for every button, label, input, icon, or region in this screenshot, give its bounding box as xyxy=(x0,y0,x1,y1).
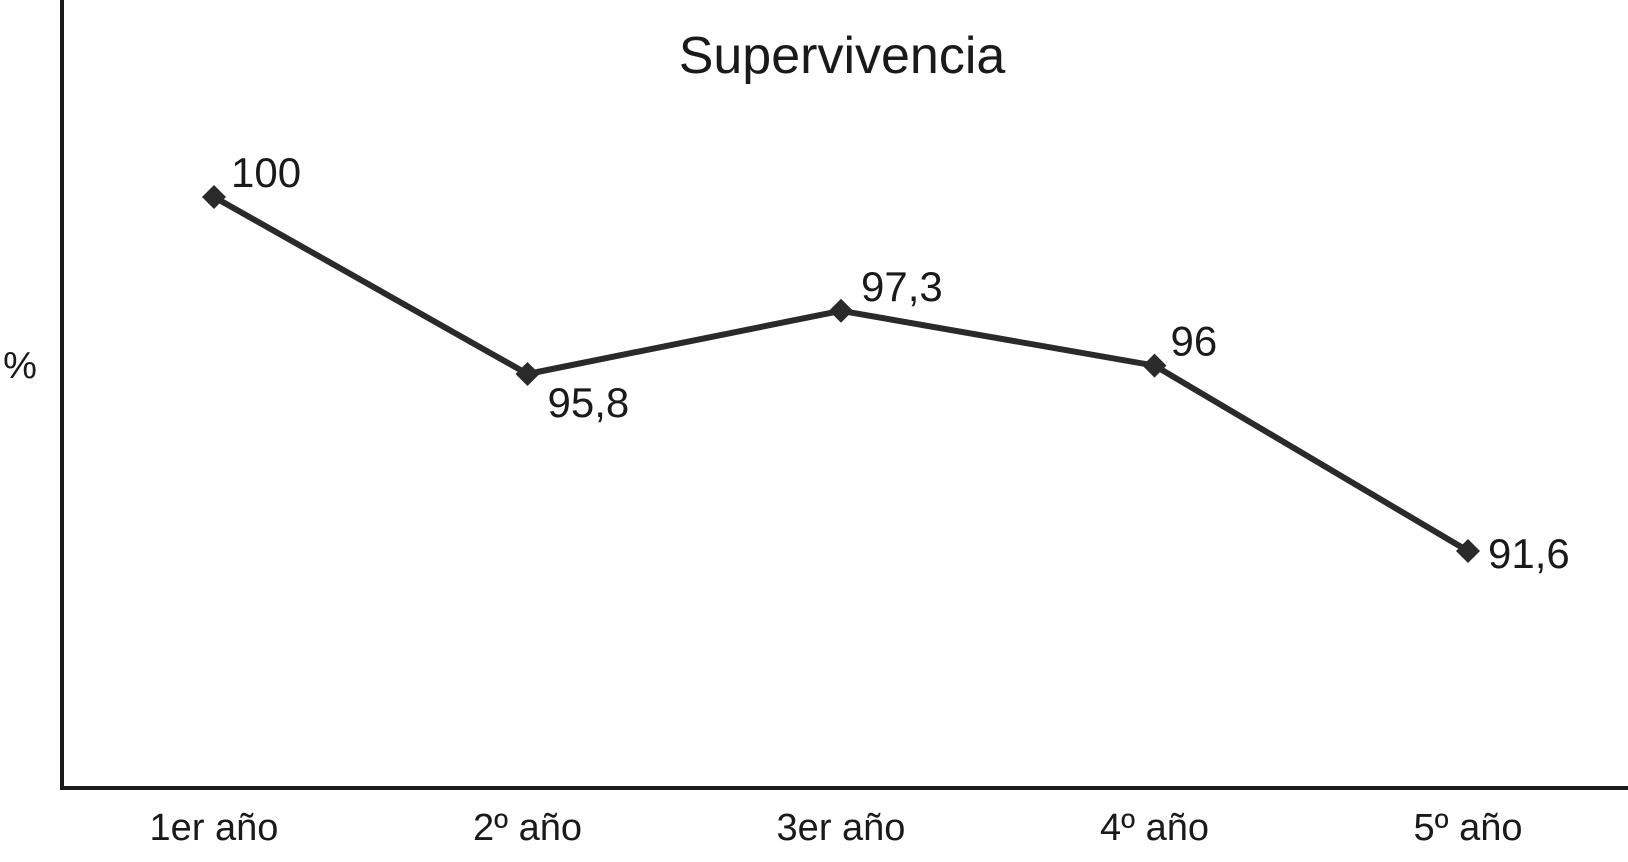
data-point-marker xyxy=(202,185,226,209)
data-label: 96 xyxy=(1171,318,1218,365)
data-point-marker xyxy=(1142,353,1167,378)
x-tick-label: 5º año xyxy=(1414,807,1523,849)
data-label: 100 xyxy=(231,149,301,196)
data-label: 91,6 xyxy=(1488,530,1570,577)
x-tick-label: 4º año xyxy=(1100,807,1209,849)
chart-title: Supervivencia xyxy=(679,27,1006,85)
data-point-marker xyxy=(1456,539,1480,563)
data-point-marker xyxy=(515,362,540,386)
data-label: 95,8 xyxy=(548,379,630,426)
x-tick-label: 2º año xyxy=(473,807,582,849)
series-group: 100 95,8 97,3 96 91,6 xyxy=(202,149,1570,577)
x-tick-label: 1er año xyxy=(150,807,279,849)
y-axis-label: % xyxy=(3,345,37,387)
data-point-marker xyxy=(829,298,853,323)
x-tick-label: 3er año xyxy=(777,807,906,849)
x-tick-labels: 1er año 2º año 3er año 4º año 5º año xyxy=(150,807,1523,849)
data-label: 97,3 xyxy=(861,263,943,310)
series-line xyxy=(212,194,1470,554)
